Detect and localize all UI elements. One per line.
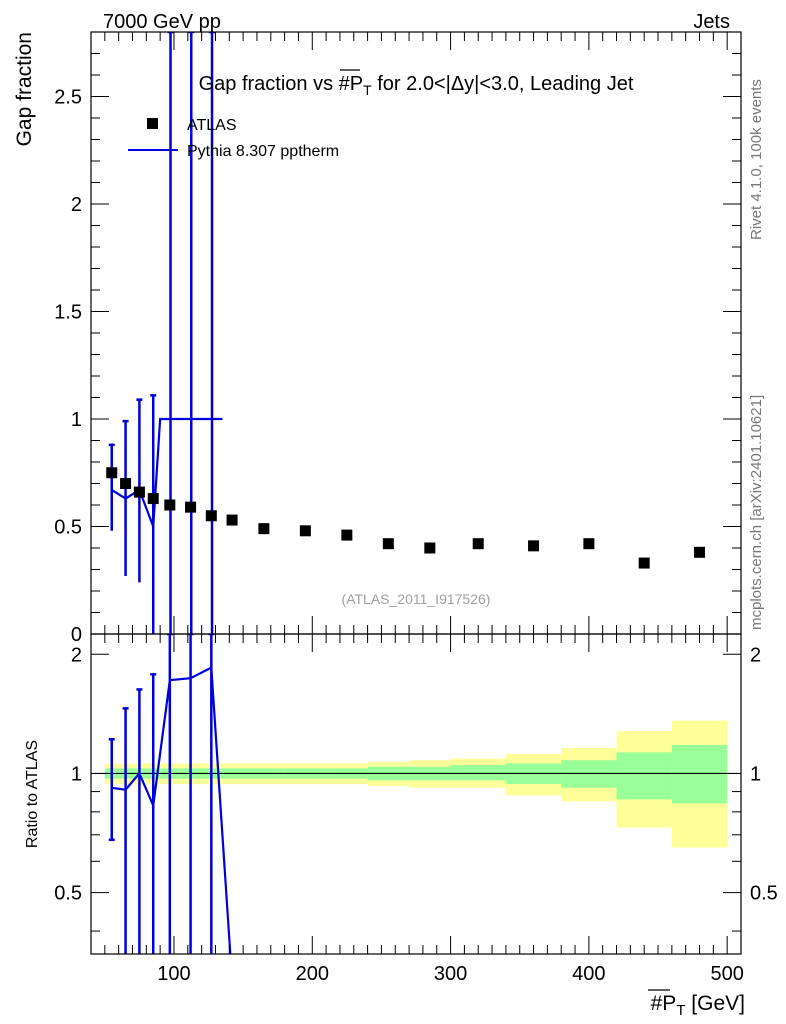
main-y-tick-label: 0 [71, 624, 82, 646]
ratio-y-tick-label-right: 2 [750, 644, 761, 666]
atlas-data-point [694, 546, 706, 558]
main-y-tick-label: 0.5 [54, 517, 82, 539]
side-label-rivet: Rivet 4.1.0, 100k events [748, 79, 765, 240]
energy-label: 7000 GeV pp [103, 11, 221, 33]
main-ticks [91, 31, 741, 635]
ratio-y-tick-label-left: 2 [71, 644, 82, 666]
atlas-data-point [638, 557, 650, 569]
atlas-data-point [472, 538, 484, 550]
main-y-axis-label: Gap fraction [13, 32, 36, 146]
main-panel: 0 0.5 1 1.5 2 2.5 Gap fraction Gap fraction v… [13, 31, 742, 647]
ratio-pythia-line [111, 665, 232, 954]
x-axis-label-sub: T [676, 1002, 685, 1019]
main-marks [106, 32, 706, 634]
plot-title-sub: T [363, 82, 372, 98]
process-label: Jets [693, 11, 730, 33]
main-y-tick-label: 1.5 [54, 302, 82, 324]
x-axis-label-prefix: # [651, 992, 663, 1015]
ratio-y-axis-label: Ratio to ATLAS [24, 740, 41, 848]
x-tick-label: 500 [710, 963, 743, 985]
plot-title-prefix: Gap fraction vs # [199, 73, 351, 95]
pythia-line [111, 417, 223, 527]
ratio-panel: 0.5 0.5 1 1 2 2 100 200 300 400 500 Ratio to ATLA… [24, 633, 778, 1019]
plot-title: Gap fraction vs #PT for 2.0<|Δy|<3.0, Le… [199, 73, 634, 98]
atlas-data-point [258, 523, 270, 535]
x-axis-label-var: P [662, 992, 676, 1015]
x-tick-labels: 100 200 300 400 500 [157, 963, 744, 985]
atlas-data-point [528, 540, 540, 552]
x-axis-label: #PT [GeV] [651, 992, 745, 1019]
ratio-y-tick-labels: 0.5 0.5 1 1 2 2 [54, 644, 778, 904]
ratio-frame [90, 633, 742, 955]
legend-atlas-marker [147, 118, 158, 129]
ratio-y-tick-label-right: 0.5 [750, 883, 778, 905]
atlas-data-point [583, 538, 595, 550]
ratio-y-tick-label-left: 1 [71, 763, 82, 785]
ratio-band-inner [616, 752, 672, 800]
plot-title-suffix: for 2.0<|Δy|<3.0, Leading Jet [372, 73, 634, 95]
ratio-marks [91, 634, 741, 954]
atlas-data-point [133, 486, 145, 498]
ratio-band-inner [450, 765, 506, 781]
atlas-data-point [424, 542, 436, 554]
atlas-data-point [120, 478, 132, 489]
atlas-data-point [164, 499, 176, 511]
ratio-band-inner [671, 744, 728, 804]
legend: ATLAS Pythia 8.307 pptherm [128, 117, 339, 160]
x-tick-label: 200 [296, 963, 329, 985]
plot-title-var: P [350, 73, 363, 95]
atlas-data-point [205, 510, 217, 522]
atlas-data-point [106, 467, 118, 479]
atlas-data-point [341, 529, 353, 541]
atlas-data-point [382, 538, 394, 550]
ratio-ticks [91, 634, 741, 954]
main-y-tick-label: 2.5 [54, 87, 82, 109]
x-tick-label: 300 [434, 963, 467, 985]
main-y-tick-label: 2 [71, 194, 82, 216]
main-y-tick-label: 1 [71, 409, 82, 431]
atlas-data-point [226, 514, 238, 526]
atlas-data-point [147, 493, 159, 505]
legend-pythia-label: Pythia 8.307 pptherm [187, 143, 339, 160]
ratio-y-tick-label-left: 0.5 [54, 883, 82, 905]
x-axis-label-suffix: [GeV] [685, 992, 745, 1015]
x-tick-label: 400 [572, 963, 605, 985]
legend-atlas-label: ATLAS [187, 117, 237, 134]
main-y-tick-labels: 0 0.5 1 1.5 2 2.5 [54, 87, 82, 647]
ratio-y-tick-label-right: 1 [750, 763, 761, 785]
side-label-mcplots: mcplots.cern.ch [arXiv:2401.10621] [748, 395, 765, 630]
atlas-data-point [185, 501, 197, 513]
analysis-watermark: (ATLAS_2011_I917526) [342, 591, 491, 607]
x-tick-label: 100 [157, 963, 190, 985]
atlas-data-point [299, 525, 311, 537]
